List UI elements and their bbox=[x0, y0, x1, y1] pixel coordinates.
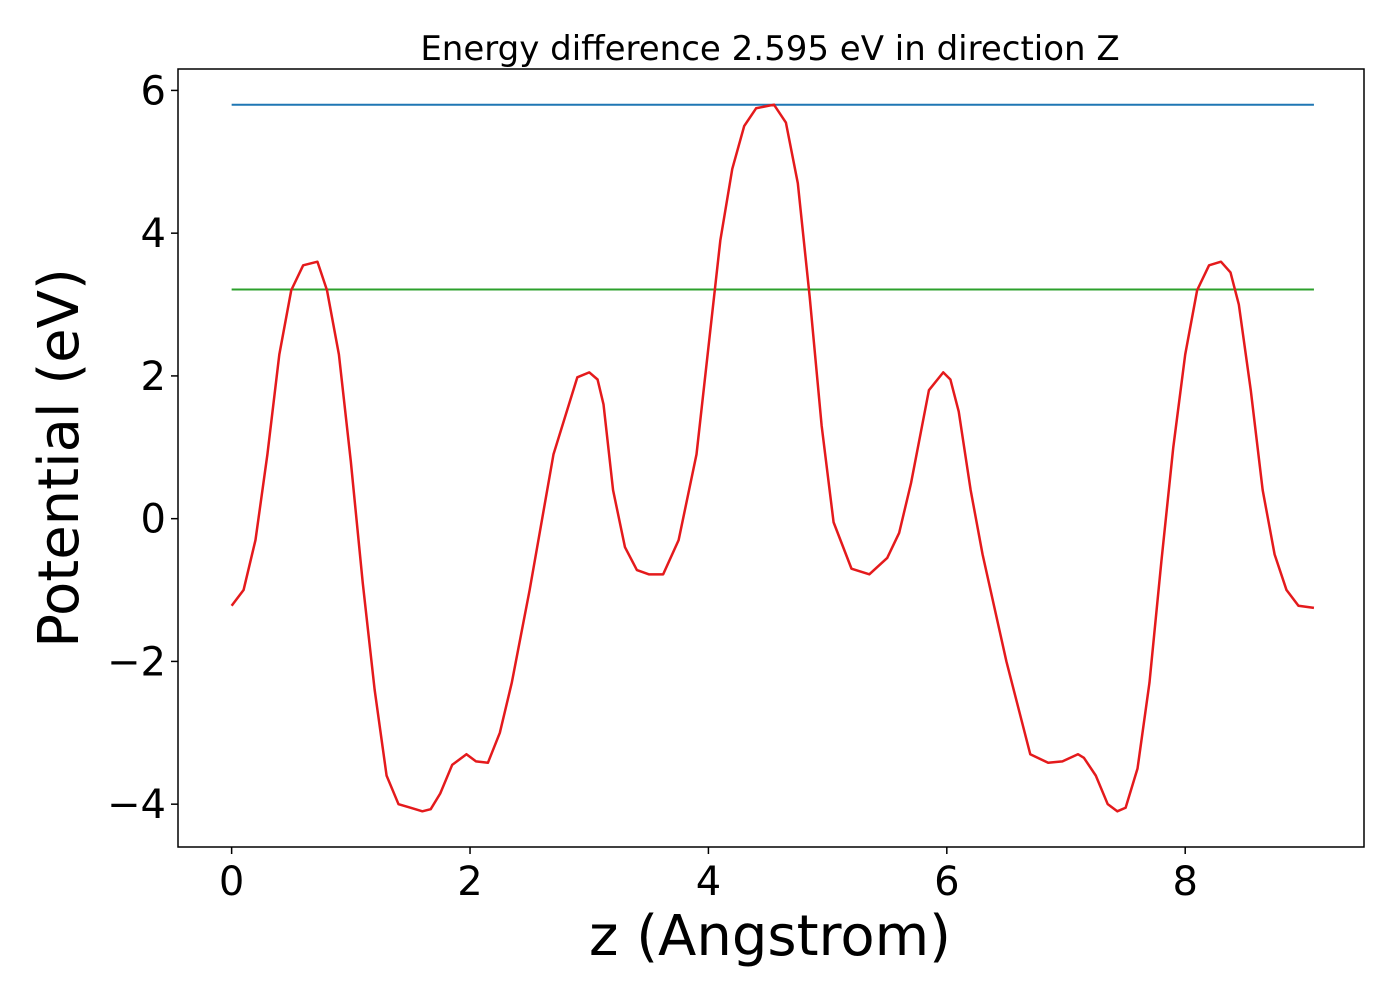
y-tick-label: 4 bbox=[141, 211, 166, 257]
y-tick-label: −4 bbox=[107, 782, 166, 828]
x-axis-label: z (Angstrom) bbox=[589, 904, 951, 969]
x-tick-label: 2 bbox=[457, 859, 482, 905]
y-tick-label: 2 bbox=[141, 354, 166, 400]
series-layer bbox=[230, 103, 1315, 813]
x-axis-ticks: 0 2 4 6 8 bbox=[219, 847, 1198, 905]
chart-title: Energy difference 2.595 eV in direction … bbox=[420, 29, 1119, 69]
y-axis-label: Potential (eV) bbox=[27, 268, 92, 648]
x-tick-label: 0 bbox=[219, 859, 244, 905]
y-tick-label: −2 bbox=[107, 639, 166, 685]
x-tick-label: 6 bbox=[934, 859, 959, 905]
series-line-3 bbox=[230, 103, 1315, 813]
x-tick-label: 4 bbox=[696, 859, 721, 905]
y-tick-label: 6 bbox=[141, 68, 166, 114]
plot-area-frame bbox=[177, 68, 1365, 848]
y-axis-ticks: −4 −2 0 2 4 6 bbox=[107, 68, 178, 828]
x-tick-label: 8 bbox=[1172, 859, 1197, 905]
y-tick-label: 0 bbox=[141, 497, 166, 543]
